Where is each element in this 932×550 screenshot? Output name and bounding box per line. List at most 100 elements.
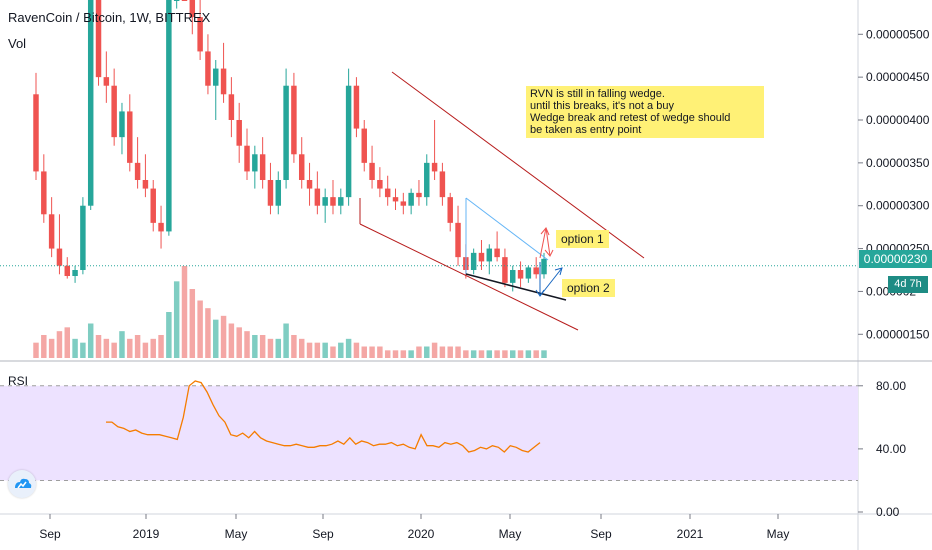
volume-bar [338,342,344,358]
candle-body [220,68,227,95]
candle-body [56,248,63,266]
candle-body [533,267,539,275]
candle-body [236,120,242,146]
volume-bar [134,335,141,358]
volume-bar [111,342,117,358]
candle-body [455,222,461,258]
volume-bar [275,338,282,358]
time-tick-label: 2019 [133,527,160,541]
rsi-tick-label: 80.00 [876,379,906,393]
candle-body [173,0,180,1]
candle-body [517,270,524,279]
candle-body [119,111,125,138]
candle-body [361,128,367,163]
candle-body [416,192,422,198]
inner-wedge-lower [465,273,567,301]
time-tick-label: Sep [39,527,61,541]
volume-bar [197,300,203,358]
volume-bar [455,346,461,358]
candle-body [275,180,282,206]
volume-bar [408,350,414,358]
option2-arrow-up [539,267,563,297]
candle-body [166,0,172,232]
volume-bar [244,331,250,358]
candle-body [510,270,516,283]
volume-bar [486,350,493,358]
volume-bar [213,319,219,358]
volume-bar [494,350,500,358]
rsi-label: RSI [8,374,29,388]
bar-countdown-tag: 4d 7h [888,276,928,293]
volume-bar [517,350,524,358]
volume-bar [439,346,446,358]
price-tick-label: 0.00000350 [866,156,930,170]
rsi-band [0,385,858,481]
candle-body [134,162,141,180]
volume-bar [48,338,55,358]
volume-bar [541,350,547,358]
candle-body [283,85,289,180]
candle-body [338,197,344,206]
volume-bar [252,335,258,358]
option1-arrow-down [545,227,551,257]
chart-title: RavenCoin / Bitcoin, 1W, BITTREX [8,10,211,25]
candle-body [252,154,258,172]
candle-body [322,197,328,206]
volume-bar [400,350,407,358]
option-1-label: option 1 [556,230,609,248]
option1-arrowhead-down [544,249,554,257]
candle-body [48,214,55,249]
volume-bar [64,327,70,358]
candle-body [103,77,110,86]
candle-body [87,0,94,206]
candle-body [189,0,196,18]
time-tick-label: Sep [590,527,612,541]
candle-body [213,68,219,86]
volume-bar [228,323,235,358]
tradingview-logo-icon[interactable] [8,470,36,498]
candle-body [424,162,430,198]
candle-body [525,267,532,279]
inner-wedge-upper [465,197,549,261]
candle-body [470,252,477,270]
volume-bar [150,338,156,358]
candle-body [369,162,375,180]
volume-bar [298,338,305,358]
rsi-line [106,380,541,453]
candle-body [392,197,399,202]
candle-body [181,0,188,1]
volume-bar [119,331,125,358]
current-price-tag: 0.00000230 [859,250,932,268]
volume-bar [236,327,242,358]
volume-bar [384,350,391,358]
volume-bar [353,342,360,358]
time-tick-label: Sep [312,527,334,541]
candle-body [228,94,235,120]
volume-bar [377,346,383,358]
volume-bar [95,335,102,358]
volume-bar [463,350,469,358]
price-tick-label: 0.00000150 [866,327,930,341]
candle-body [439,171,446,198]
time-tick-label: May [225,527,248,541]
volume-bar [87,323,94,358]
rsi-tick-label: 0.00 [876,505,900,519]
volume-bar [291,335,297,358]
volume-bar [502,350,508,358]
time-tick-label: May [767,527,790,541]
candle-body [95,0,102,78]
volume-label: Vol [8,36,27,51]
candle-body [244,145,250,172]
candle-body [72,270,78,276]
volume-bar [416,346,422,358]
candle-body [431,162,438,172]
option2-arrowhead-up [554,267,563,276]
candle-body [400,201,407,206]
candle-body [158,222,164,232]
candle-body [127,111,133,163]
candle-body [330,197,336,206]
time-tick-label: 2021 [677,527,704,541]
volume-bar [322,342,328,358]
volume-bar [205,308,211,358]
